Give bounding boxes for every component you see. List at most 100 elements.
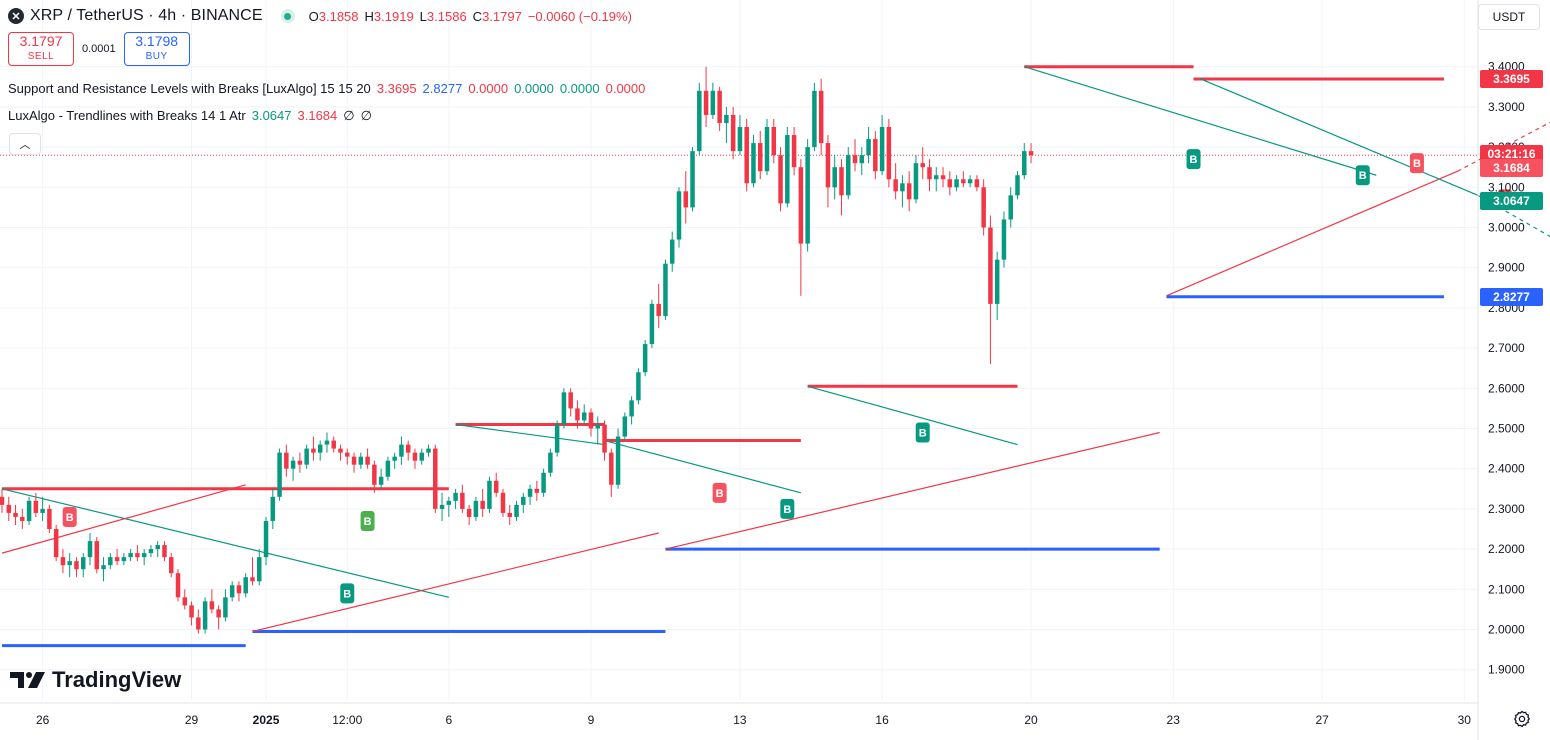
break-label-text: B [1413, 158, 1421, 170]
candle-body [541, 472, 546, 493]
candle-body [263, 520, 269, 558]
candle-body [372, 464, 377, 485]
candle-body [920, 163, 925, 168]
candle-body [0, 496, 5, 505]
currency-selector[interactable]: USDT [1478, 4, 1540, 30]
candle-body [967, 179, 973, 184]
resistance-price-tag: 3.3695 [1480, 69, 1543, 88]
candle-body [588, 412, 594, 429]
break-label-text: B [919, 428, 927, 440]
candle-body [196, 617, 201, 630]
break-label-badge [340, 583, 355, 604]
price-tick-label: 1.9000 [1488, 663, 1525, 677]
candle-body [595, 424, 601, 429]
candle-body [825, 143, 831, 188]
candle-body [412, 452, 418, 461]
candle-body [1008, 195, 1013, 220]
candle-body [229, 585, 235, 598]
buy-price: 3.1798 [135, 33, 179, 49]
candle-body [859, 155, 865, 164]
sell-price: 3.1797 [19, 33, 63, 49]
break-label-text: B [343, 588, 351, 600]
ohlc-values: O3.1858 H3.1919 L3.1586 C3.1797 −0.0060 … [309, 9, 632, 24]
candle-body [669, 239, 675, 264]
trendline-up-price-tag: 3.1684 [1480, 158, 1543, 177]
price-tick-label: 3.1000 [1488, 180, 1525, 194]
break-label-text: B [783, 504, 791, 516]
low-key: L [419, 8, 427, 24]
candle-body [805, 147, 810, 244]
close-key: C [472, 8, 483, 24]
time-tick-label: 23 [1167, 713, 1181, 727]
break-label-badge [915, 422, 930, 443]
candle-body [419, 452, 424, 461]
chart-grid [0, 0, 1478, 700]
break-labels: BBBBBBBBBB [62, 149, 1512, 604]
break-label-text: B [1359, 170, 1367, 182]
collapse-legend-button[interactable]: ︿ [9, 133, 41, 155]
candle-body [108, 557, 113, 566]
price-tick-label: 2.6000 [1488, 381, 1525, 395]
candle-body [900, 183, 905, 192]
open-value: 3.1858 [318, 8, 359, 24]
candle-body [446, 500, 452, 505]
candle-body [1022, 151, 1027, 176]
price-tick-label: 3.3000 [1488, 100, 1525, 114]
candle-body [405, 444, 411, 453]
candle-body [487, 480, 492, 509]
candle-body [839, 167, 844, 196]
break-label-badge [360, 510, 375, 531]
candle-body [866, 139, 871, 156]
close-value: 3.1797 [482, 8, 522, 24]
sell-button[interactable]: 3.1797 SELL [8, 32, 74, 66]
candle-body [663, 263, 668, 316]
candle-body [642, 344, 648, 373]
candle-body [53, 529, 59, 558]
time-tick-label: 9 [588, 713, 595, 727]
price-tick-label: 2.1000 [1488, 582, 1525, 596]
xrp-logo-icon[interactable]: ✕ [8, 8, 24, 24]
candle-body [20, 516, 25, 521]
down-trendline [807, 385, 1018, 446]
candle-body [521, 496, 526, 505]
candle-body [250, 577, 255, 582]
candle-body [832, 167, 837, 188]
candle-body [480, 500, 485, 509]
candle-body [656, 303, 661, 316]
candle-body [155, 545, 160, 550]
candle-body [189, 605, 194, 618]
candle-body [724, 114, 729, 123]
candle-body [1028, 151, 1034, 156]
time-tick-label: 27 [1315, 713, 1329, 727]
chevron-up-icon: ︿ [19, 139, 31, 151]
gear-icon[interactable] [1512, 709, 1532, 729]
symbol-title[interactable]: XRP / TetherUS · 4h · BINANCE [30, 7, 263, 24]
tradingview-logo[interactable]: TradingView [10, 667, 181, 693]
candle-body [270, 496, 276, 521]
candle-body [507, 512, 512, 517]
candle-body [297, 460, 303, 465]
candle-body [304, 448, 309, 465]
time-tick-label: 2025 [253, 713, 280, 727]
time-tick-label: 29 [185, 713, 199, 727]
candle-body [257, 557, 262, 582]
candle-body [500, 492, 506, 513]
candle-body [13, 512, 18, 517]
candle-body [609, 452, 614, 485]
buy-label: BUY [145, 51, 168, 62]
candle-body [554, 424, 560, 453]
candle-body [365, 456, 370, 465]
candle-body [852, 155, 858, 164]
indicator-trendlines[interactable]: LuxAlgo - Trendlines with Breaks 14 1 At… [8, 108, 372, 124]
candle-body [818, 90, 824, 144]
break-label-badge [1355, 165, 1370, 186]
price-axis: 1.9000 2.0000 2.1000 2.2000 2.3000 2.4000 2.50… [1477, 0, 1525, 740]
buy-button[interactable]: 3.1798 BUY [123, 32, 190, 66]
indicator-value: 3.0647 [251, 108, 292, 123]
open-key: O [308, 8, 319, 24]
indicator-sr-levels[interactable]: Support and Resistance Levels with Break… [8, 81, 645, 96]
candle-body [311, 448, 316, 453]
market-open-dot-icon [280, 9, 295, 23]
break-label-badge [712, 482, 727, 503]
